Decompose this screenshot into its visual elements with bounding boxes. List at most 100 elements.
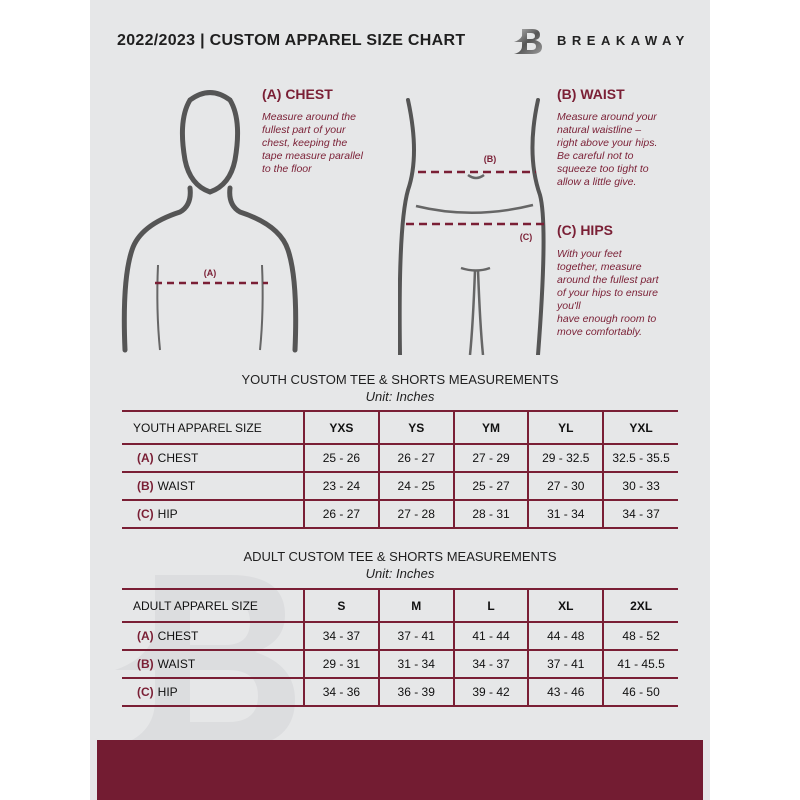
desc-line: chest, keeping the xyxy=(262,137,348,149)
measurement-value: 41 - 44 xyxy=(452,621,529,651)
measurement-value: 39 - 42 xyxy=(452,677,529,707)
measurement-value: 23 - 24 xyxy=(303,471,379,501)
measurement-value: 44 - 48 xyxy=(527,621,604,651)
waist-marker: (B) xyxy=(484,154,497,164)
measurement-value: 37 - 41 xyxy=(377,621,454,651)
measurement-value: 29 - 31 xyxy=(303,649,379,679)
desc-line: Be careful not to xyxy=(557,150,634,162)
measurement-letter: (B) xyxy=(137,657,154,671)
measurement-label: (A) CHEST xyxy=(122,621,304,651)
table-row: (B) WAIST 23 - 24 24 - 25 25 - 27 27 - 30 30 -… xyxy=(122,471,678,501)
measurement-value: 26 - 27 xyxy=(377,443,454,473)
measurement-value: 41 - 45.5 xyxy=(602,649,678,679)
size-column-header: YS xyxy=(377,410,454,445)
brand-name: BREAKAWAY xyxy=(557,33,690,48)
breakaway-logo-icon xyxy=(510,26,546,61)
adult-size-table: ADULT APPAREL SIZE S M L XL 2XL (A) CHEST 34 - 3… xyxy=(122,588,678,707)
size-header-label: YOUTH APPAREL SIZE xyxy=(122,410,304,445)
measurement-name: WAIST xyxy=(157,657,196,671)
table-row: (A) CHEST 34 - 37 37 - 41 41 - 44 44 - 48 48 -… xyxy=(122,621,678,651)
hips-description: With your feet together, measure around … xyxy=(557,248,659,339)
upper-body-illustration: (A) xyxy=(121,90,299,353)
desc-line: natural waistline – xyxy=(557,124,642,136)
measurement-name: CHEST xyxy=(157,629,199,643)
table-header-row: ADULT APPAREL SIZE S M L XL 2XL xyxy=(122,588,678,623)
desc-line: have enough room to xyxy=(557,313,657,325)
desc-line: Measure around your xyxy=(557,111,657,123)
measurement-label: (B) WAIST xyxy=(122,471,304,501)
measurement-name: HIP xyxy=(157,685,178,699)
measurement-name: HIP xyxy=(157,507,178,521)
size-column-header: L xyxy=(452,588,529,623)
measurement-label: (C) HIP xyxy=(122,499,304,529)
measurement-letter: (C) xyxy=(137,685,154,699)
measurement-value: 25 - 27 xyxy=(452,471,529,501)
desc-line: move comfortably. xyxy=(557,326,642,338)
measurement-label: (A) CHEST xyxy=(122,443,304,473)
table-row: (B) WAIST 29 - 31 31 - 34 34 - 37 37 - 41 41 -… xyxy=(122,649,678,679)
table-row: (C) HIP 34 - 36 36 - 39 39 - 42 43 - 46 46 - 5… xyxy=(122,677,678,707)
measurement-letter: (B) xyxy=(137,479,154,493)
waist-description: Measure around your natural waistline – … xyxy=(557,111,657,189)
desc-line: right above your hips. xyxy=(557,137,658,149)
measurement-value: 34 - 37 xyxy=(303,621,379,651)
adult-table-unit: Unit: Inches xyxy=(365,566,435,581)
size-column-header: M xyxy=(377,588,454,623)
size-column-header: XL xyxy=(527,588,604,623)
table-row: (A) CHEST 25 - 26 26 - 27 27 - 29 29 - 32.5 32… xyxy=(122,443,678,473)
measurement-value: 26 - 27 xyxy=(303,499,379,529)
lower-body-illustration: (B) (C) xyxy=(398,98,546,355)
measurement-value: 36 - 39 xyxy=(377,677,454,707)
measurement-value: 31 - 34 xyxy=(527,499,604,529)
desc-line: around the fullest part xyxy=(557,274,659,286)
size-header-label: ADULT APPAREL SIZE xyxy=(122,588,304,623)
size-column-header: YXS xyxy=(303,410,379,445)
measurement-value: 48 - 52 xyxy=(602,621,678,651)
measurement-value: 30 - 33 xyxy=(602,471,678,501)
desc-line: With your feet xyxy=(557,248,622,260)
desc-line: of your hips to ensure xyxy=(557,287,658,299)
measurement-name: WAIST xyxy=(157,479,196,493)
measurement-value: 29 - 32.5 xyxy=(527,443,604,473)
youth-table-title: YOUTH CUSTOM TEE & SHORTS MEASUREMENTS xyxy=(241,372,559,387)
waist-heading: (B) WAIST xyxy=(557,86,625,102)
measurement-value: 27 - 30 xyxy=(527,471,604,501)
measurement-letter: (A) xyxy=(137,629,154,643)
desc-line: together, measure xyxy=(557,261,642,273)
measurement-value: 31 - 34 xyxy=(377,649,454,679)
desc-line: tape measure parallel xyxy=(262,150,363,162)
size-column-header: YL xyxy=(527,410,604,445)
table-header-row: YOUTH APPAREL SIZE YXS YS YM YL YXL xyxy=(122,410,678,445)
desc-line: to the floor xyxy=(262,163,312,175)
desc-line: squeeze too tight to xyxy=(557,163,649,175)
size-column-header: S xyxy=(303,588,379,623)
chest-marker: (A) xyxy=(204,268,217,278)
table-row: (C) HIP 26 - 27 27 - 28 28 - 31 31 - 34 34 - 3… xyxy=(122,499,678,529)
measurement-value: 43 - 46 xyxy=(527,677,604,707)
page-title: 2022/2023 | CUSTOM APPAREL SIZE CHART xyxy=(117,32,466,49)
measurement-label: (B) WAIST xyxy=(122,649,304,679)
measurement-value: 25 - 26 xyxy=(303,443,379,473)
measurement-value: 34 - 37 xyxy=(452,649,529,679)
desc-line: you'll xyxy=(557,300,581,312)
measurement-value: 24 - 25 xyxy=(377,471,454,501)
size-column-header: 2XL xyxy=(602,588,678,623)
measurement-value: 27 - 29 xyxy=(452,443,529,473)
chest-description: Measure around the fullest part of your … xyxy=(262,111,363,176)
footer-banner xyxy=(97,740,703,800)
measurement-value: 34 - 36 xyxy=(303,677,379,707)
adult-table-title: ADULT CUSTOM TEE & SHORTS MEASUREMENTS xyxy=(243,549,557,564)
desc-line: allow a little give. xyxy=(557,176,637,188)
measurement-value: 32.5 - 35.5 xyxy=(602,443,678,473)
measurement-value: 27 - 28 xyxy=(377,499,454,529)
youth-size-table: YOUTH APPAREL SIZE YXS YS YM YL YXL (A) CHEST 25… xyxy=(122,410,678,529)
desc-line: Measure around the xyxy=(262,111,356,123)
size-column-header: YXL xyxy=(602,410,678,445)
measurement-value: 34 - 37 xyxy=(602,499,678,529)
measurement-letter: (A) xyxy=(137,451,154,465)
youth-table-unit: Unit: Inches xyxy=(365,389,435,404)
measurement-name: CHEST xyxy=(157,451,199,465)
measurement-letter: (C) xyxy=(137,507,154,521)
hips-marker: (C) xyxy=(520,232,533,242)
hips-heading: (C) HIPS xyxy=(557,222,613,238)
